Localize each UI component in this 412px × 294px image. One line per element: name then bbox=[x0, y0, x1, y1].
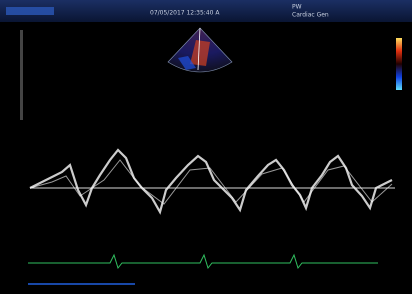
ultrasound-screen: 07/05/2017 12:35:40 A PW Cardiac Gen bbox=[0, 0, 412, 294]
logo bbox=[6, 7, 54, 15]
depth-scale bbox=[20, 30, 23, 120]
page: 07/05/2017 12:35:40 A PW Cardiac Gen (()… bbox=[0, 0, 412, 294]
datetime: 07/05/2017 12:35:40 A bbox=[150, 10, 220, 17]
mode: PW bbox=[292, 4, 302, 11]
preset: Cardiac Gen bbox=[292, 12, 329, 19]
color-scale bbox=[396, 38, 402, 90]
